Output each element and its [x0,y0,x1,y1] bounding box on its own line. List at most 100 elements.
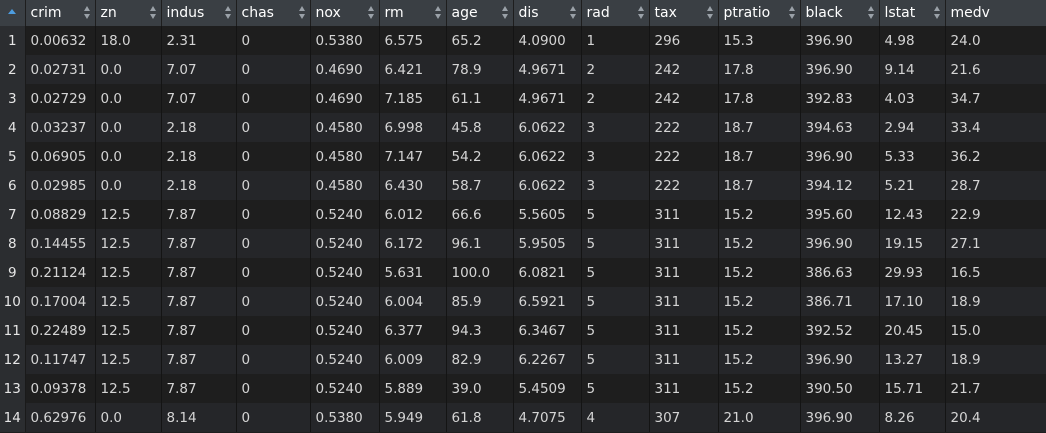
cell-rad: 5 [581,287,650,316]
sort-toggle-icon[interactable] [569,6,577,20]
cell-indus: 7.87 [161,258,237,287]
sort-toggle-icon[interactable] [367,6,375,20]
sort-toggle-icon[interactable] [706,6,714,20]
cell-rad: 2 [581,55,650,84]
table-row[interactable]: 14 0.62976 0.0 8.14 0 0.5380 5.949 61.8 4.7075 4 3… [0,403,1046,432]
cell-age: 65.2 [446,26,514,55]
table-row[interactable]: 12 0.11747 12.5 7.87 0 0.5240 6.009 82.9 6.2267 5… [0,345,1046,374]
cell-zn: 0.0 [95,84,162,113]
column-header-lstat[interactable]: lstat [879,0,946,26]
table-row[interactable]: 11 0.22489 12.5 7.87 0 0.5240 6.377 94.3 6.3467 5… [0,316,1046,345]
cell-lstat: 8.26 [879,403,946,432]
sort-toggle-icon[interactable] [933,6,941,20]
column-header-label: indus [166,5,205,21]
column-header-rm[interactable]: rm [379,0,447,26]
table-row[interactable]: 4 0.03237 0.0 2.18 0 0.4580 6.998 45.8 6.0622 3 22… [0,113,1046,142]
sort-toggle-icon[interactable] [867,6,875,20]
sort-toggle-icon[interactable] [434,6,442,20]
cell-ptratio: 15.2 [718,287,801,316]
table-row[interactable]: 13 0.09378 12.5 7.87 0 0.5240 5.889 39.0 5.4509 5… [0,374,1046,403]
cell-medv: 33.4 [945,113,1046,142]
cell-medv: 15.0 [945,316,1046,345]
cell-rad: 5 [581,258,650,287]
cell-rad: 3 [581,113,650,142]
cell-zn: 18.0 [95,26,162,55]
cell-indus: 2.18 [161,171,237,200]
column-header-label: chas [241,5,274,21]
row-index: 4 [0,113,26,142]
table-row[interactable]: 8 0.14455 12.5 7.87 0 0.5240 6.172 96.1 5.9505 5 3… [0,229,1046,258]
cell-lstat: 4.98 [879,26,946,55]
cell-ptratio: 21.0 [718,403,801,432]
cell-lstat: 2.94 [879,113,946,142]
cell-tax: 222 [649,142,719,171]
cell-crim: 0.02729 [25,84,96,113]
sort-toggle-icon[interactable] [83,6,91,20]
column-header-tax[interactable]: tax [649,0,719,26]
cell-zn: 12.5 [95,374,162,403]
row-index: 14 [0,403,26,432]
cell-rad: 5 [581,200,650,229]
index-column-header[interactable] [0,0,26,26]
cell-lstat: 9.14 [879,55,946,84]
column-header-chas[interactable]: chas [236,0,311,26]
cell-zn: 0.0 [95,142,162,171]
sort-toggle-icon[interactable] [149,6,157,20]
cell-zn: 0.0 [95,113,162,142]
cell-rad: 2 [581,84,650,113]
cell-tax: 311 [649,316,719,345]
cell-age: 96.1 [446,229,514,258]
cell-age: 54.2 [446,142,514,171]
table-row[interactable]: 9 0.21124 12.5 7.87 0 0.5240 5.631 100.0 6.0821 5… [0,258,1046,287]
sort-toggle-icon[interactable] [224,6,232,20]
column-header-age[interactable]: age [446,0,514,26]
cell-crim: 0.08829 [25,200,96,229]
column-header-indus[interactable]: indus [161,0,237,26]
cell-rm: 5.949 [379,403,447,432]
table-row[interactable]: 6 0.02985 0.0 2.18 0 0.4580 6.430 58.7 6.0622 3 22… [0,171,1046,200]
cell-nox: 0.4690 [310,55,380,84]
table-row[interactable]: 1 0.00632 18.0 2.31 0 0.5380 6.575 65.2 4.0900 1 2… [0,26,1046,55]
table-row[interactable]: 5 0.06905 0.0 2.18 0 0.4580 7.147 54.2 6.0622 3 22… [0,142,1046,171]
cell-black: 395.60 [800,200,880,229]
cell-lstat: 5.33 [879,142,946,171]
cell-black: 392.52 [800,316,880,345]
column-header-dis[interactable]: dis [513,0,582,26]
sort-toggle-icon[interactable] [298,6,306,20]
column-header-nox[interactable]: nox [310,0,380,26]
cell-rm: 6.575 [379,26,447,55]
column-header-rad[interactable]: rad [581,0,650,26]
table-row[interactable]: 2 0.02731 0.0 7.07 0 0.4690 6.421 78.9 4.9671 2 24… [0,55,1046,84]
cell-ptratio: 15.2 [718,345,801,374]
cell-lstat: 19.15 [879,229,946,258]
cell-medv: 24.0 [945,26,1046,55]
cell-black: 386.71 [800,287,880,316]
row-index: 10 [0,287,26,316]
sort-toggle-icon[interactable] [637,6,645,20]
cell-nox: 0.5240 [310,229,380,258]
cell-rad: 5 [581,229,650,258]
column-header-ptratio[interactable]: ptratio [718,0,801,26]
column-header-label: medv [950,5,990,21]
table-row[interactable]: 3 0.02729 0.0 7.07 0 0.4690 7.185 61.1 4.9671 2 24… [0,84,1046,113]
cell-zn: 12.5 [95,345,162,374]
column-header-zn[interactable]: zn [95,0,162,26]
sort-toggle-icon[interactable] [501,6,509,20]
sort-toggle-icon[interactable] [788,6,796,20]
cell-rm: 6.377 [379,316,447,345]
column-header-label: zn [100,5,117,21]
column-header-crim[interactable]: crim [25,0,96,26]
cell-rad: 5 [581,374,650,403]
cell-black: 390.50 [800,374,880,403]
cell-dis: 6.0622 [513,113,582,142]
table-row[interactable]: 7 0.08829 12.5 7.87 0 0.5240 6.012 66.6 5.5605 5 3… [0,200,1046,229]
cell-nox: 0.5240 [310,316,380,345]
cell-medv: 28.7 [945,171,1046,200]
column-header-black[interactable]: black [800,0,880,26]
table-row[interactable]: 10 0.17004 12.5 7.87 0 0.5240 6.004 85.9 6.5921 5… [0,287,1046,316]
cell-crim: 0.06905 [25,142,96,171]
cell-dis: 4.7075 [513,403,582,432]
column-header-medv[interactable]: medv [945,0,1046,26]
cell-rm: 6.004 [379,287,447,316]
